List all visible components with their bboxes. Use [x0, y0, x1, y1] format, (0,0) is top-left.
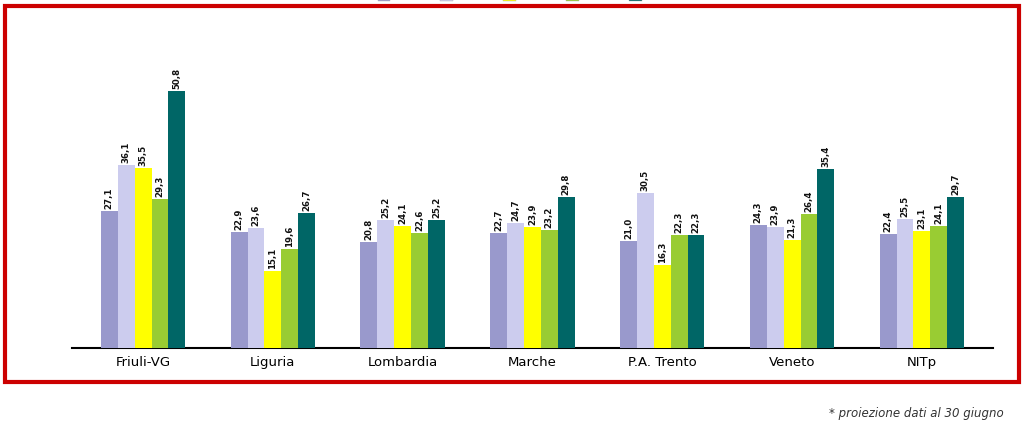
- Text: 29,8: 29,8: [562, 173, 570, 195]
- Text: 20,8: 20,8: [365, 219, 374, 240]
- Bar: [913, 231, 931, 348]
- Text: 29,3: 29,3: [156, 176, 165, 198]
- Text: 36,1: 36,1: [122, 142, 131, 163]
- Text: 26,4: 26,4: [805, 191, 813, 212]
- Text: 25,2: 25,2: [381, 197, 390, 218]
- Text: * proiezione dati al 30 giugno: * proiezione dati al 30 giugno: [828, 407, 1004, 420]
- Text: 23,6: 23,6: [252, 205, 260, 226]
- Text: 26,7: 26,7: [302, 189, 311, 211]
- Bar: [264, 271, 282, 348]
- Bar: [360, 243, 378, 348]
- Text: 24,1: 24,1: [934, 202, 943, 224]
- Text: 16,3: 16,3: [657, 242, 667, 263]
- Text: 22,6: 22,6: [415, 210, 424, 232]
- Bar: [118, 165, 134, 348]
- Text: 30,5: 30,5: [641, 170, 650, 191]
- Text: 22,3: 22,3: [691, 212, 700, 233]
- Text: 19,6: 19,6: [286, 225, 294, 246]
- Text: 15,1: 15,1: [268, 248, 278, 269]
- Text: 25,2: 25,2: [432, 197, 441, 218]
- Bar: [621, 241, 637, 348]
- Bar: [750, 225, 767, 348]
- Bar: [168, 91, 185, 348]
- Bar: [152, 199, 168, 348]
- Bar: [947, 198, 964, 348]
- Bar: [931, 226, 947, 348]
- Text: 24,1: 24,1: [398, 202, 408, 224]
- Bar: [783, 240, 801, 348]
- Text: 22,7: 22,7: [495, 209, 503, 231]
- Bar: [558, 197, 574, 348]
- Text: 24,7: 24,7: [511, 199, 520, 221]
- Bar: [687, 235, 705, 348]
- Text: 23,1: 23,1: [918, 207, 927, 229]
- Bar: [880, 234, 897, 348]
- Bar: [817, 169, 835, 348]
- Text: 35,4: 35,4: [821, 145, 830, 167]
- Bar: [490, 233, 507, 348]
- Bar: [801, 214, 817, 348]
- Bar: [767, 227, 783, 348]
- Bar: [411, 233, 428, 348]
- Bar: [394, 226, 411, 348]
- Text: 29,7: 29,7: [951, 174, 961, 195]
- Text: 50,8: 50,8: [172, 67, 181, 89]
- Bar: [654, 265, 671, 348]
- Bar: [282, 248, 298, 348]
- Text: 23,9: 23,9: [528, 204, 537, 225]
- Bar: [671, 235, 687, 348]
- Bar: [101, 211, 118, 348]
- Text: 21,3: 21,3: [787, 217, 797, 238]
- Text: 24,3: 24,3: [754, 201, 763, 223]
- Bar: [248, 228, 264, 348]
- Text: 23,9: 23,9: [771, 204, 779, 225]
- Bar: [428, 220, 444, 348]
- Text: 25,5: 25,5: [900, 195, 909, 217]
- Text: 22,4: 22,4: [884, 211, 893, 232]
- Text: 23,2: 23,2: [545, 207, 554, 228]
- Bar: [637, 193, 654, 348]
- Bar: [524, 227, 541, 348]
- Text: 22,3: 22,3: [675, 212, 684, 233]
- Bar: [134, 168, 152, 348]
- Legend: 2013, 2014, 2015, 2016, 2017 *: 2013, 2014, 2015, 2016, 2017 *: [373, 0, 692, 8]
- Bar: [507, 223, 524, 348]
- Text: 27,1: 27,1: [104, 187, 114, 209]
- Text: 21,0: 21,0: [624, 218, 633, 240]
- Bar: [378, 220, 394, 348]
- Bar: [298, 212, 315, 348]
- Bar: [897, 219, 913, 348]
- Text: 35,5: 35,5: [138, 145, 147, 166]
- Bar: [230, 232, 248, 348]
- Bar: [541, 230, 558, 348]
- Text: 22,9: 22,9: [234, 209, 244, 230]
